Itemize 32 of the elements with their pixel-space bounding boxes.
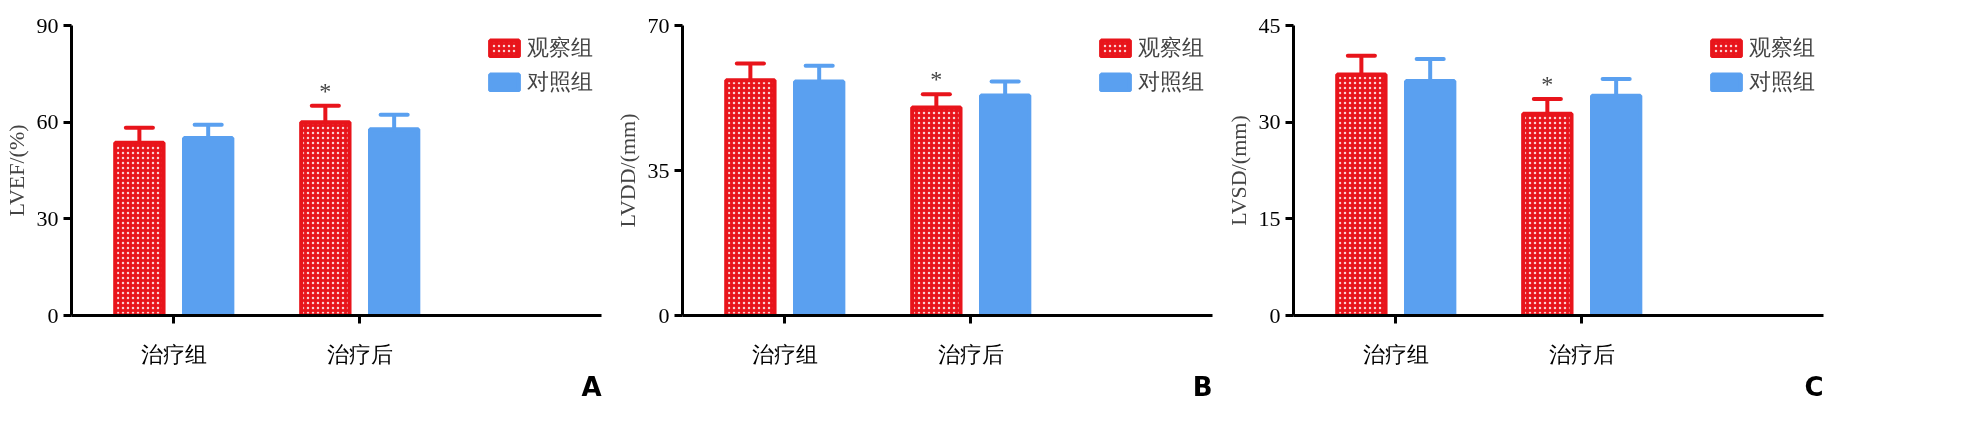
legend-label: 对照组 <box>527 68 593 96</box>
legend-label: 观察组 <box>1138 34 1204 62</box>
y-tick-label: 90 <box>36 12 59 38</box>
legend-label: 观察组 <box>527 34 593 62</box>
y-axis-title: LVDD/(mm) <box>614 113 640 228</box>
y-tick-label: 45 <box>1258 12 1281 38</box>
y-tick-label: 70 <box>647 12 670 38</box>
x-tick-label: 治疗后 <box>1548 341 1615 367</box>
x-tick-label: 治疗后 <box>937 341 1004 367</box>
y-axis-title: LVSD/(mm) <box>1225 115 1251 226</box>
text: A <box>581 371 602 402</box>
y-tick-label: 35 <box>647 157 670 183</box>
y-tick-label: 60 <box>36 109 59 135</box>
annotation: * <box>930 66 943 93</box>
legend-label: 对照组 <box>1138 68 1204 96</box>
legend-label: 观察组 <box>1749 34 1815 62</box>
y-tick-label: 30 <box>1258 109 1281 135</box>
x-tick-label: 治疗组 <box>751 341 818 367</box>
legend-label: 对照组 <box>1749 68 1815 96</box>
y-tick-label: 30 <box>36 205 59 231</box>
text: B <box>1192 371 1213 402</box>
x-tick-label: 治疗后 <box>326 341 393 367</box>
x-tick-label: 治疗组 <box>1362 341 1429 367</box>
x-tick-label: 治疗组 <box>140 341 207 367</box>
y-tick-label: 0 <box>658 302 670 328</box>
y-axis-title: LVEF/(%) <box>3 124 29 217</box>
y-tick-label: 15 <box>1258 205 1281 231</box>
text: C <box>1804 371 1824 402</box>
annotation: * <box>319 77 332 104</box>
y-tick-label: 0 <box>47 302 59 328</box>
annotation: * <box>1541 70 1554 97</box>
y-tick-label: 0 <box>1269 302 1281 328</box>
